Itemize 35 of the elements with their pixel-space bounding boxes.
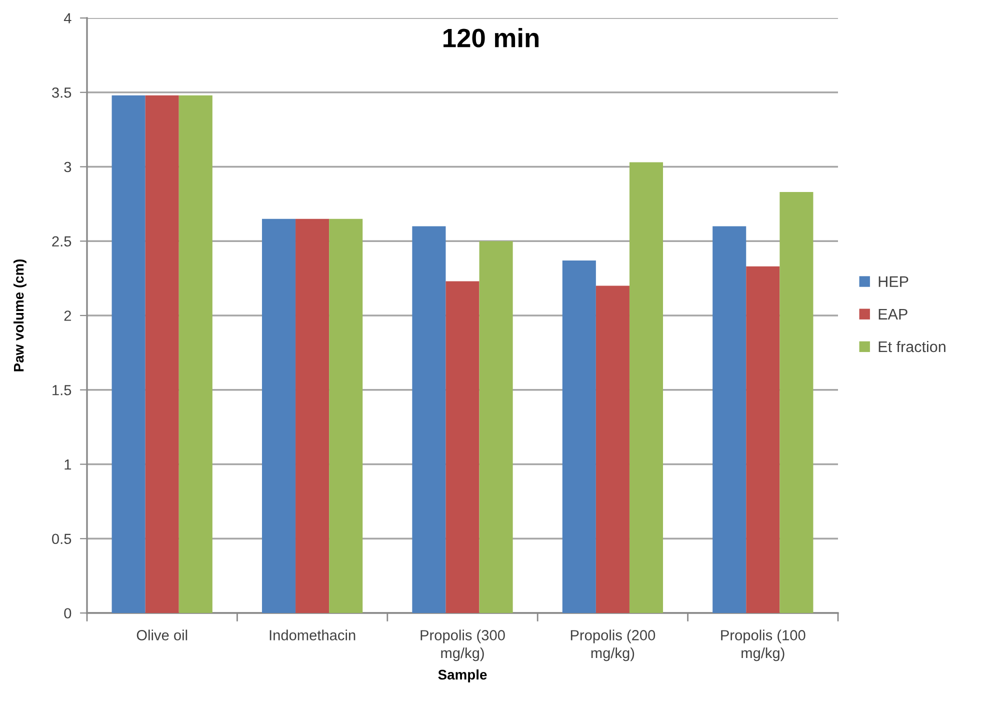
legend-label: Et fraction [878,340,946,352]
x-tick-label: Indomethacin [270,630,356,640]
x-tick-label: Propolis (200 mg/kg) [570,630,656,662]
bar [112,95,146,613]
bar [329,218,363,613]
x-tick-label: Propolis (100 mg/kg) [721,630,806,662]
legend-label: HEP [878,276,908,287]
bar [746,266,780,613]
y-tick-label: 1 [64,460,72,470]
y-tick-label: 3.5 [52,87,72,98]
y-tick-label: 2.5 [52,236,72,247]
bar [479,241,513,613]
bar [178,95,212,613]
x-axis-title: Sample [438,669,487,682]
y-tick-label: 1.5 [52,385,72,396]
bar [446,281,480,613]
y-tick-label: 3 [64,162,72,172]
y-tick-label: 2 [64,310,71,321]
x-tick-label: Olive oil [136,630,188,640]
x-tick-label: Propolis (300 mg/kg) [420,630,505,662]
bar [296,218,330,613]
legend-label: EAP [878,308,908,320]
y-tick-label: 4 [64,13,72,24]
chart-title: 120 min [444,28,539,48]
bar [145,95,179,613]
y-tick-label: 0 [64,608,72,618]
bar [262,218,296,613]
bar [562,260,596,613]
bar [412,226,446,613]
bar [596,286,630,613]
bar [712,226,746,613]
bar [629,162,664,613]
bar [780,192,814,613]
y-axis-title: Paw volume (cm) [14,259,26,372]
y-tick-label: 0.5 [52,534,72,544]
